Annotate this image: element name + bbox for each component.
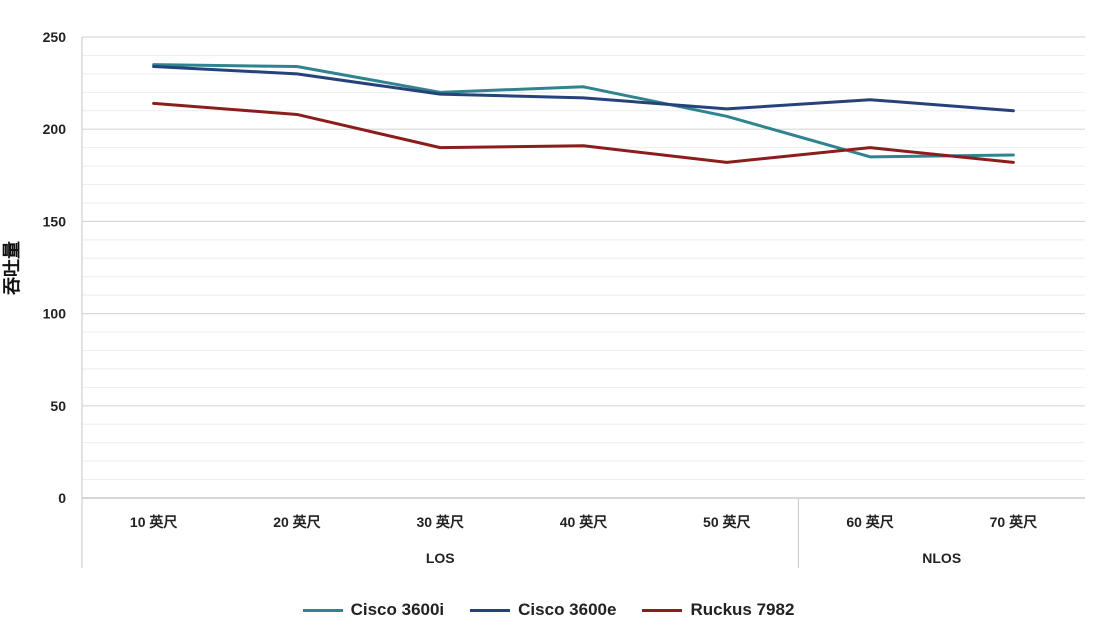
x-tick-label: 70 英尺 bbox=[990, 514, 1037, 530]
legend-item: Cisco 3600i bbox=[302, 600, 445, 620]
x-tick-label: 50 英尺 bbox=[703, 514, 750, 530]
y-tick-label: 0 bbox=[58, 490, 66, 506]
x-tick-label: 10 英尺 bbox=[130, 514, 177, 530]
x-axis-groups: LOS NLOS bbox=[426, 550, 961, 566]
series-lines bbox=[152, 63, 1015, 164]
legend-label: Cisco 3600e bbox=[518, 600, 617, 619]
legend-item: Ruckus 7982 bbox=[642, 600, 794, 620]
series-line bbox=[152, 101, 1015, 164]
legend-item: Cisco 3600e bbox=[470, 600, 616, 620]
y-tick-label: 150 bbox=[43, 213, 67, 229]
x-axis-categories: 10 英尺 20 英尺 30 英尺 40 英尺 50 英尺 60 英尺 70 英尺 bbox=[130, 514, 1037, 530]
series-line bbox=[152, 65, 1015, 113]
y-tick-label: 50 bbox=[50, 398, 66, 414]
x-group-label: NLOS bbox=[922, 550, 961, 566]
legend-label: Ruckus 7982 bbox=[690, 600, 795, 619]
legend-swatch bbox=[470, 608, 511, 612]
legend: Cisco 3600i Cisco 3600e Ruckus 7982 bbox=[0, 600, 1097, 620]
y-tick-label: 100 bbox=[43, 306, 67, 322]
y-tick-label: 200 bbox=[43, 121, 67, 137]
legend-swatch bbox=[642, 608, 683, 612]
series-line bbox=[152, 63, 1015, 159]
x-tick-label: 20 英尺 bbox=[273, 514, 320, 530]
axes bbox=[81, 37, 1085, 568]
y-axis-ticks: 0 50 100 150 200 250 bbox=[43, 29, 67, 506]
legend-label: Cisco 3600i bbox=[350, 600, 445, 619]
legend-swatch bbox=[302, 608, 343, 612]
gridlines bbox=[82, 36, 1085, 481]
x-tick-label: 30 英尺 bbox=[416, 514, 463, 530]
x-tick-label: 60 英尺 bbox=[846, 514, 893, 530]
x-tick-label: 40 英尺 bbox=[560, 514, 607, 530]
line-chart: 0 50 100 150 200 250 10 英尺 20 英尺 30 英尺 40 英尺 50 英… bbox=[1, 29, 1085, 568]
y-axis-label: 吞吐量 bbox=[1, 241, 22, 295]
x-group-label: LOS bbox=[426, 550, 455, 566]
y-tick-label: 250 bbox=[43, 29, 67, 45]
